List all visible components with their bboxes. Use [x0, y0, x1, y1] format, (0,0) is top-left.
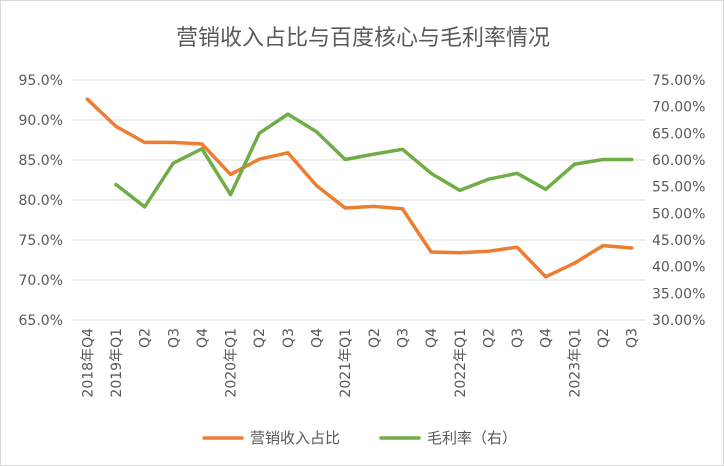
x-tick-label: Q3 [395, 328, 411, 348]
left-tick-label: 70.0% [19, 273, 63, 289]
data-point [200, 142, 204, 146]
right-tick-label: 45.00% [652, 233, 705, 249]
data-point [372, 152, 376, 156]
data-point [314, 130, 319, 134]
data-point [372, 204, 376, 208]
data-point [630, 246, 634, 250]
x-tick-label: Q4 [195, 328, 211, 348]
data-point [257, 157, 261, 161]
data-point [601, 244, 605, 248]
data-point [143, 140, 147, 144]
x-tick-label: 2023年Q1 [567, 328, 583, 398]
right-tick-label: 30.00% [652, 313, 705, 329]
data-point [572, 261, 576, 265]
data-point [515, 245, 519, 249]
data-point [228, 193, 233, 197]
left-y-axis: 65.0% 70.0% 75.0% 80.0% 85.0% 90.0% 95.0% [19, 73, 63, 329]
data-point [257, 131, 261, 135]
x-tick-label: 2022年Q1 [453, 328, 469, 398]
data-point [572, 162, 576, 166]
right-tick-label: 60.00% [652, 153, 705, 169]
x-tick-label: 2021年Q1 [338, 328, 354, 398]
data-point [544, 275, 548, 279]
left-tick-label: 80.0% [19, 193, 63, 209]
right-y-axis: 30.00% 35.00% 40.00% 45.00% 50.00% 55.00% 60.0… [652, 73, 705, 329]
x-tick-label: 2020年Q1 [224, 328, 240, 398]
data-point [458, 251, 462, 255]
x-tick-label: Q2 [596, 328, 612, 348]
x-tick-label: Q4 [424, 328, 440, 348]
data-point [458, 188, 462, 192]
legend: 营销收入占比 毛利率（右） [202, 429, 517, 447]
right-tick-label: 65.00% [652, 126, 705, 142]
chart-title: 营销收入占比与百度核心与毛利率情况 [176, 26, 550, 51]
x-tick-label: 2018年Q4 [80, 328, 96, 398]
series-line-1 [114, 112, 634, 209]
data-point [486, 177, 491, 181]
left-tick-label: 65.0% [19, 313, 63, 329]
x-tick-label: Q3 [510, 328, 526, 348]
data-point [429, 250, 433, 254]
data-point [343, 157, 347, 162]
x-tick-label: Q2 [367, 328, 383, 348]
data-point [400, 147, 405, 151]
left-tick-label: 85.0% [19, 153, 63, 169]
data-point [85, 97, 89, 101]
data-point [343, 206, 347, 210]
x-tick-label: Q3 [625, 328, 641, 348]
x-tick-label: Q3 [166, 328, 182, 348]
gridlines [73, 79, 646, 321]
x-tick-label: Q2 [252, 328, 268, 348]
data-point [429, 171, 433, 175]
data-point [228, 172, 233, 176]
data-point [171, 161, 175, 165]
right-tick-label: 35.00% [652, 286, 705, 302]
left-tick-label: 75.0% [19, 233, 63, 249]
data-point [630, 157, 634, 162]
data-point [200, 147, 204, 151]
data-point [486, 249, 491, 253]
left-tick-label: 95.0% [19, 73, 63, 89]
right-tick-label: 55.00% [652, 180, 705, 196]
x-tick-label: Q2 [138, 328, 154, 348]
left-tick-label: 90.0% [19, 113, 63, 129]
legend-label: 营销收入占比 [250, 429, 340, 447]
data-point [601, 157, 605, 162]
right-tick-label: 40.00% [652, 260, 705, 276]
data-point [400, 207, 405, 211]
series-lines [85, 97, 634, 279]
right-tick-label: 70.00% [652, 100, 705, 116]
x-tick-label: Q4 [539, 328, 555, 348]
x-axis: 2018年Q4 2019年Q1 Q2 Q3 Q4 2020年Q1 Q2 Q3 Q4 2021年Q1… [73, 319, 646, 398]
data-point [544, 187, 548, 191]
data-point [286, 151, 290, 155]
x-tick-label: Q4 [310, 328, 326, 348]
x-tick-label: Q2 [481, 328, 497, 348]
right-tick-label: 50.00% [652, 206, 705, 222]
x-tick-label: Q3 [281, 328, 297, 348]
data-point [286, 112, 290, 116]
x-tick-label: 2019年Q1 [109, 328, 125, 398]
data-point [114, 124, 118, 128]
data-point [171, 140, 175, 144]
right-tick-label: 75.00% [652, 73, 705, 89]
data-point [314, 184, 319, 188]
data-point [515, 171, 519, 175]
series-line-0 [85, 97, 634, 279]
legend-label: 毛利率（右） [427, 429, 517, 447]
data-point [114, 182, 118, 187]
data-point [143, 205, 147, 209]
